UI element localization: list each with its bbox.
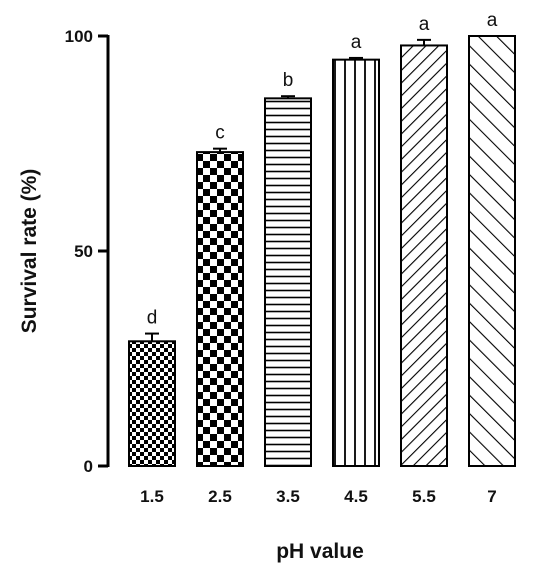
bar-2.5 (196, 151, 244, 467)
bar-3.5 (264, 97, 312, 467)
error-bar-5.5 (417, 38, 431, 46)
x-tick-label-7: 7 (487, 487, 496, 506)
significance-label-2.5: c (215, 123, 225, 144)
y-tick-label-50: 50 (74, 242, 93, 261)
x-tick-label-1.5: 1.5 (140, 487, 164, 506)
significance-label-4.5: a (351, 32, 362, 53)
error-bars-group (145, 38, 431, 342)
error-bar-4.5 (349, 56, 363, 60)
error-bar-1.5 (145, 332, 159, 342)
significance-label-7: a (487, 10, 498, 31)
bar-7 (468, 35, 516, 467)
x-tick-label-2.5: 2.5 (208, 487, 232, 506)
significance-label-5.5: a (419, 14, 430, 35)
y-axis-title: Survival rate (%) (18, 169, 41, 334)
significance-label-3.5: b (283, 70, 294, 91)
bar-4.5 (332, 58, 380, 468)
error-bar-2.5 (213, 147, 227, 153)
bars-group (128, 35, 516, 468)
x-axis-title: pH value (276, 540, 364, 563)
bar-5.5 (400, 44, 448, 468)
bar-1.5 (128, 340, 176, 467)
significance-labels-group: d c b a a a (147, 10, 498, 329)
x-tick-label-4.5: 4.5 (344, 487, 368, 506)
y-tick-label-100: 100 (65, 27, 93, 46)
x-tick-label-3.5: 3.5 (276, 487, 300, 506)
error-bar-3.5 (281, 95, 295, 99)
significance-label-1.5: d (147, 308, 158, 329)
x-tick-labels-group: 1.5 2.5 3.5 4.5 5.5 7 (140, 487, 497, 506)
y-ticks-group: 0 50 100 (65, 27, 108, 476)
x-tick-label-5.5: 5.5 (412, 487, 436, 506)
y-tick-label-0: 0 (84, 457, 93, 476)
